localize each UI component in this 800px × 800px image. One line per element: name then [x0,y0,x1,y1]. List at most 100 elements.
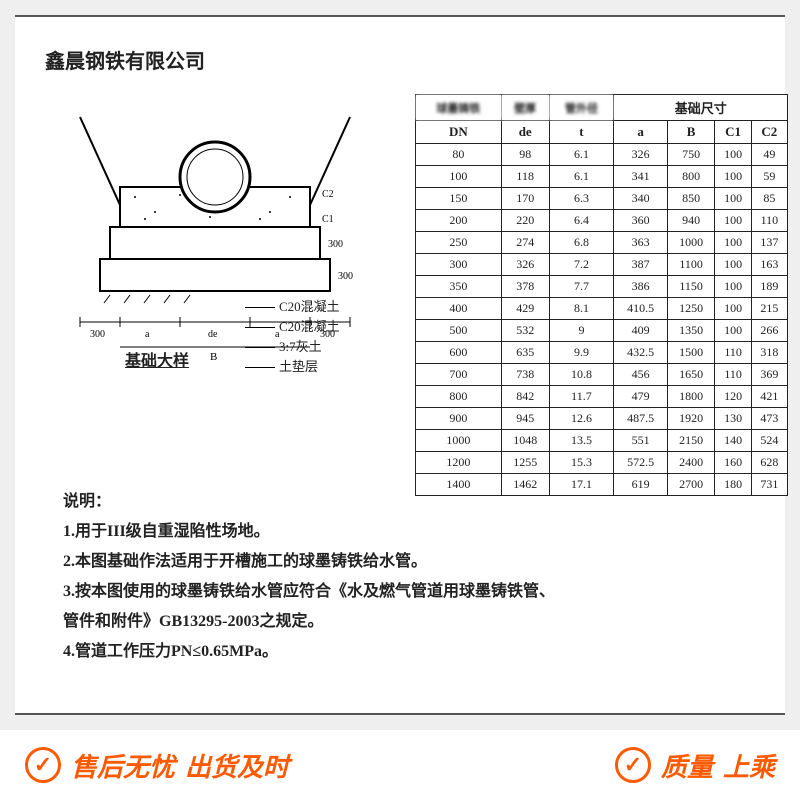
svg-text:300: 300 [90,329,105,340]
table-cell: 456 [614,364,667,386]
table-cell: 800 [667,166,715,188]
table-cell: 6.1 [549,144,614,166]
table-cell: 432.5 [614,342,667,364]
table-cell: 9 [549,320,614,342]
table-row: 1000104813.55512150140524 [416,430,788,452]
table-cell: 429 [501,298,549,320]
table-row: 6006359.9432.51500110318 [416,342,788,364]
table-cell: 524 [751,430,787,452]
table-cell: 11.7 [549,386,614,408]
table-cell: 13.5 [549,430,614,452]
svg-text:de: de [208,329,218,340]
table-cell: 110 [751,210,787,232]
table-row: 50053294091350100266 [416,320,788,342]
table-cell: 266 [751,320,787,342]
banner-text: 售后无忧 [71,747,175,784]
table-cell: 100 [715,144,751,166]
svg-text:B: B [210,351,217,363]
table-cell: 137 [751,232,787,254]
banner-text: 上乘 [723,747,775,784]
table-cell: 215 [751,298,787,320]
dimension-table: 球墨铸铁 壁厚 管外径 基础尺寸 DN de t a B C1 C2 80986… [415,94,788,496]
table-cell: 130 [715,408,751,430]
table-cell: 387 [614,254,667,276]
note-line: 管件和附件》GB13295-2003之规定。 [63,607,583,637]
legend-label: 土垫层 [279,357,318,377]
dimension-table-wrap: 球墨铸铁 壁厚 管外径 基础尺寸 DN de t a B C1 C2 80986… [415,94,788,496]
table-cell: 421 [751,386,787,408]
table-cell: 120 [715,386,751,408]
table-cell: 945 [501,408,549,430]
table-cell: 1000 [416,430,502,452]
table-cell: 100 [416,166,502,188]
table-cell: 326 [501,254,549,276]
bottom-banner: ✓ 售后无忧 出货及时 ✓ 质量 上乘 [0,730,800,800]
col-c2: C2 [751,121,787,144]
table-cell: 318 [751,342,787,364]
table-row: 80986.132675010049 [416,144,788,166]
note-line: 4.管道工作压力PN≤0.65MPa。 [63,637,583,667]
notes-block: 说明： 1.用于III级自重湿陷性场地。 2.本图基础作法适用于开槽施工的球墨铸… [63,487,583,667]
group-header: 基础尺寸 [614,95,788,121]
table-cell: 7.2 [549,254,614,276]
diagram-legend: C20混凝土 C20混凝土 3:7灰土 土垫层 [245,297,340,377]
table-cell: 340 [614,188,667,210]
table-cell: 170 [501,188,549,210]
table-row: 80084211.74791800120421 [416,386,788,408]
table-cell: 85 [751,188,787,210]
table-cell: 628 [751,452,787,474]
table-cell: 100 [715,232,751,254]
svg-text:300: 300 [328,239,343,250]
table-cell: 700 [416,364,502,386]
table-row: 1001186.134180010059 [416,166,788,188]
table-row: 2502746.83631000100137 [416,232,788,254]
table-cell: 363 [614,232,667,254]
table-row: 70073810.84561650110369 [416,364,788,386]
table-cell: 118 [501,166,549,188]
table-cell: 10.8 [549,364,614,386]
table-cell: 2150 [667,430,715,452]
legend-item: 土垫层 [245,357,340,377]
table-row: 1501706.334085010085 [416,188,788,210]
table-cell: 409 [614,320,667,342]
table-cell: 49 [751,144,787,166]
table-cell: 1920 [667,408,715,430]
table-cell: 619 [614,474,667,496]
table-header-row: DN de t a B C1 C2 [416,121,788,144]
table-cell: 250 [416,232,502,254]
table-cell: 6.1 [549,166,614,188]
table-cell: 140 [715,430,751,452]
table-cell: 300 [416,254,502,276]
table-cell: 1255 [501,452,549,474]
table-cell: 100 [715,188,751,210]
svg-text:C1: C1 [322,214,334,225]
banner-right: ✓ 质量 上乘 [615,747,775,784]
table-body: 80986.1326750100491001186.13418001005915… [416,144,788,496]
table-cell: 1000 [667,232,715,254]
table-cell: 6.4 [549,210,614,232]
table-cell: 1462 [501,474,549,496]
table-cell: 410.5 [614,298,667,320]
table-cell: 635 [501,342,549,364]
table-cell: 479 [614,386,667,408]
table-cell: 572.5 [614,452,667,474]
table-cell: 2400 [667,452,715,474]
col-b: B [667,121,715,144]
table-cell: 1100 [667,254,715,276]
table-cell: 1650 [667,364,715,386]
table-cell: 163 [751,254,787,276]
table-cell: 100 [715,166,751,188]
table-cell: 738 [501,364,549,386]
table-cell: 341 [614,166,667,188]
table-cell: 100 [715,320,751,342]
legend-item: C20混凝土 [245,317,340,337]
table-cell: 80 [416,144,502,166]
table-cell: 6.3 [549,188,614,210]
table-cell: 110 [715,342,751,364]
svg-text:C2: C2 [322,189,334,200]
table-cell: 1350 [667,320,715,342]
legend-label: 3:7灰土 [279,337,322,357]
banner-text: 质量 [661,747,713,784]
table-cell: 220 [501,210,549,232]
table-cell: 7.7 [549,276,614,298]
